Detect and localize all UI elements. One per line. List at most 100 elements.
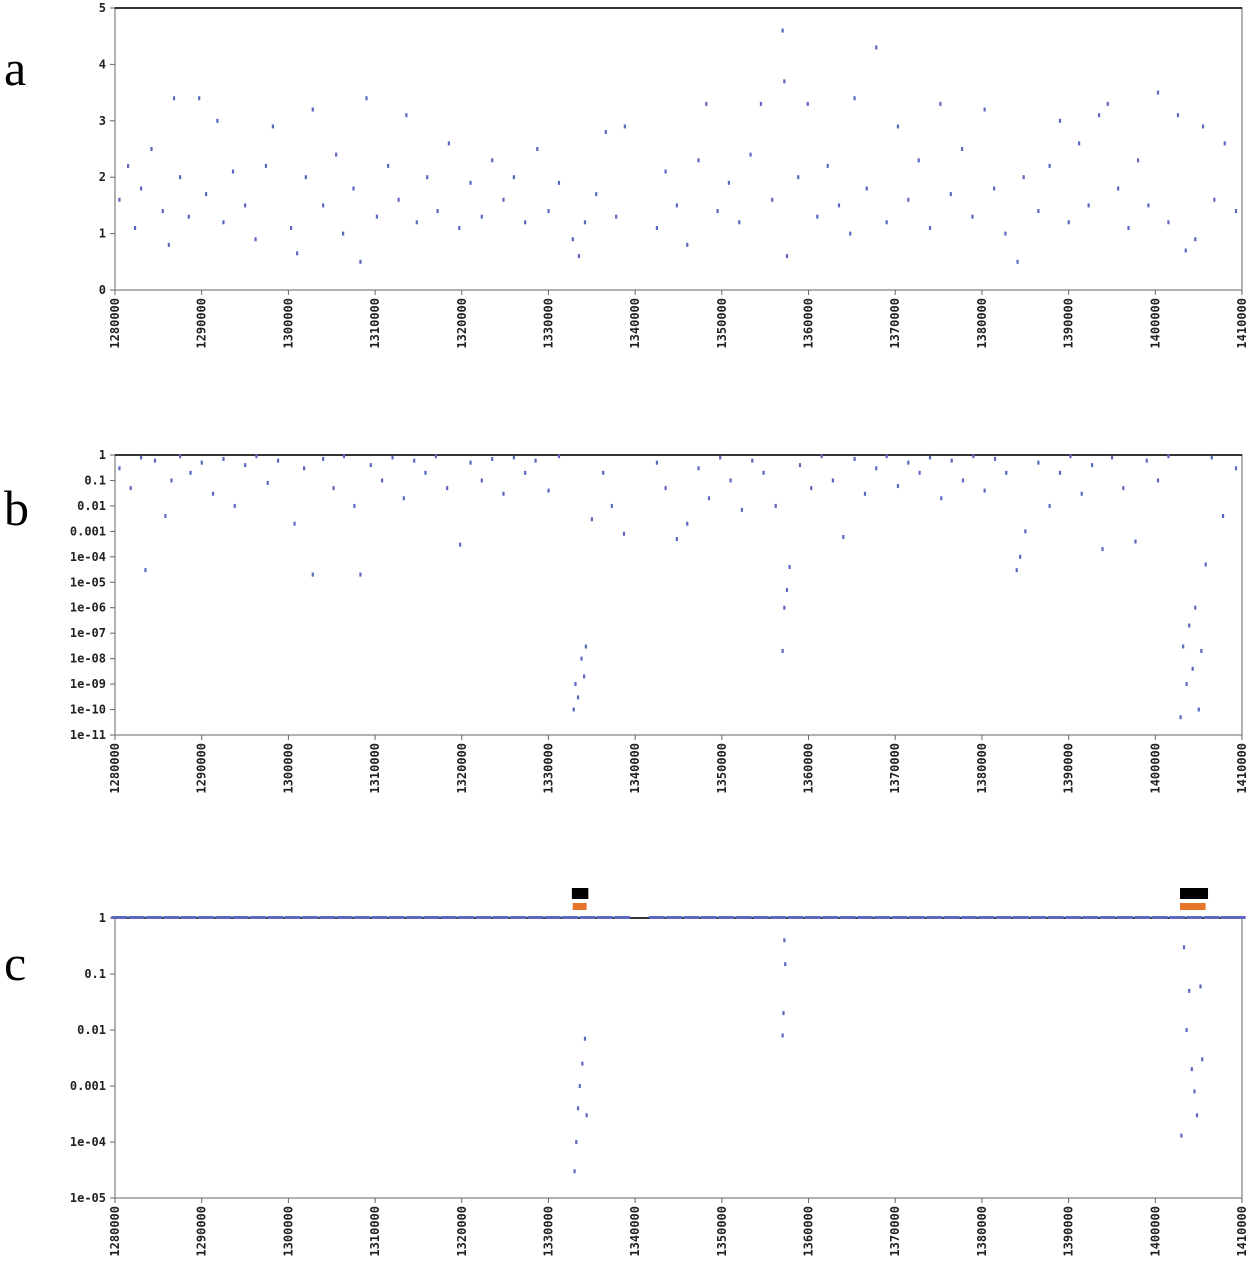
point [397, 197, 400, 202]
point [908, 916, 925, 919]
x-tick-label: 1330000 [541, 1206, 555, 1257]
y-tick-label: 4 [99, 57, 106, 71]
point [150, 147, 153, 151]
point [707, 496, 711, 501]
point [1024, 529, 1027, 534]
point [583, 220, 587, 225]
y-tick-label: 1e-06 [70, 601, 106, 615]
point [302, 916, 319, 919]
point [524, 470, 527, 475]
y-tick-label: 1 [99, 448, 106, 462]
point [971, 214, 974, 219]
x-tick-label: 1400000 [1148, 1206, 1162, 1257]
point [1176, 113, 1180, 118]
point [1110, 455, 1114, 460]
point [480, 214, 483, 219]
point [458, 916, 475, 919]
point [666, 916, 683, 919]
point [783, 938, 786, 943]
point [1030, 916, 1047, 919]
point [359, 572, 362, 577]
point [250, 916, 267, 919]
y-tick-label: 1 [99, 227, 106, 241]
y-tick-label: 3 [99, 114, 106, 128]
point [491, 456, 494, 461]
point [381, 478, 384, 483]
point [940, 496, 943, 501]
x-tick-label: 1290000 [195, 298, 209, 349]
point [1047, 916, 1064, 919]
point [583, 674, 586, 679]
point [1185, 682, 1188, 687]
point [284, 916, 301, 919]
y-tick-label: 0.1 [84, 473, 106, 487]
x-tick-label: 1410000 [1235, 1206, 1249, 1257]
panel-label: c [4, 935, 26, 991]
point [1019, 554, 1022, 559]
panel-label: b [4, 480, 29, 536]
point [1234, 209, 1238, 214]
point [917, 158, 920, 163]
x-tick-label: 1330000 [541, 743, 555, 794]
point [896, 484, 900, 489]
point [426, 175, 429, 180]
point [781, 1033, 784, 1038]
x-tick-label: 1310000 [368, 298, 382, 349]
point [211, 491, 215, 496]
point [332, 486, 335, 491]
point [571, 237, 574, 242]
point [127, 163, 130, 168]
point [342, 454, 346, 459]
point [289, 225, 293, 230]
point [557, 454, 561, 459]
point [1185, 1028, 1188, 1032]
point [111, 916, 128, 919]
point [189, 470, 192, 475]
point [391, 455, 394, 460]
point [820, 454, 823, 459]
point [1134, 539, 1137, 544]
point [140, 455, 143, 460]
x-tick-label: 1300000 [281, 1206, 295, 1257]
point [719, 455, 722, 460]
point [751, 458, 754, 463]
point [205, 192, 208, 197]
point [336, 916, 353, 919]
point [492, 916, 509, 919]
point [584, 644, 587, 649]
point [413, 458, 416, 463]
y-tick-label: 2 [99, 170, 106, 184]
point [595, 192, 598, 197]
point [244, 463, 247, 468]
point [686, 521, 689, 526]
point [907, 197, 910, 202]
point [885, 220, 888, 225]
point [1188, 623, 1191, 628]
x-tick-label: 1360000 [802, 298, 816, 349]
point [1200, 648, 1203, 653]
point [576, 1106, 580, 1111]
point [244, 203, 247, 208]
x-tick-label: 1310000 [368, 1206, 382, 1257]
point [1005, 470, 1008, 475]
point [579, 916, 596, 919]
point [622, 531, 626, 536]
point [727, 180, 730, 185]
y-tick-label: 1 [99, 911, 106, 925]
point [353, 503, 356, 508]
point [822, 916, 839, 919]
point [648, 916, 665, 919]
x-tick-label: 1380000 [975, 743, 989, 794]
point [304, 175, 307, 180]
point [436, 209, 439, 214]
x-tick-label: 1390000 [1062, 1206, 1076, 1257]
point [179, 454, 182, 459]
x-tick-label: 1370000 [888, 743, 902, 794]
point [804, 916, 821, 919]
point [527, 916, 544, 919]
y-tick-label: 0.001 [70, 1079, 106, 1093]
x-tick-label: 1400000 [1148, 298, 1162, 349]
point [271, 124, 274, 129]
point [1078, 141, 1081, 146]
point [939, 101, 942, 106]
